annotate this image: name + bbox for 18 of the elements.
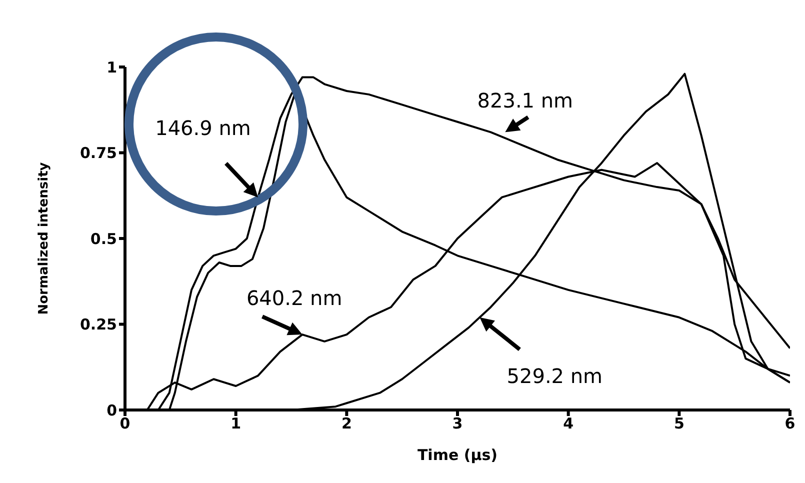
x-tick-label: 1 xyxy=(230,414,242,433)
annotation: 146.9 nm xyxy=(155,116,251,140)
y-tick-label: 1 xyxy=(106,58,117,76)
x-tick-label: 0 xyxy=(120,414,130,433)
annotation: 640.2 nm xyxy=(246,286,342,310)
x-tick-label: 6 xyxy=(784,414,796,433)
x-tick-label: 2 xyxy=(341,414,352,433)
x-tick-label: 5 xyxy=(674,414,684,433)
y-axis-title: Normalized intensity xyxy=(36,162,52,315)
annotation: 529.2 nm xyxy=(506,364,603,388)
y-tick-label: 0.25 xyxy=(80,316,117,334)
x-axis-title: Time (µs) xyxy=(417,446,498,464)
y-tick-label: 0.5 xyxy=(90,230,117,248)
annotation: 823.1 nm xyxy=(477,88,574,113)
y-tick-label: 0 xyxy=(106,401,117,420)
x-tick-label: 4 xyxy=(563,414,574,433)
y-tick-label: 0.75 xyxy=(80,144,117,162)
x-tick-label: 3 xyxy=(452,414,463,433)
